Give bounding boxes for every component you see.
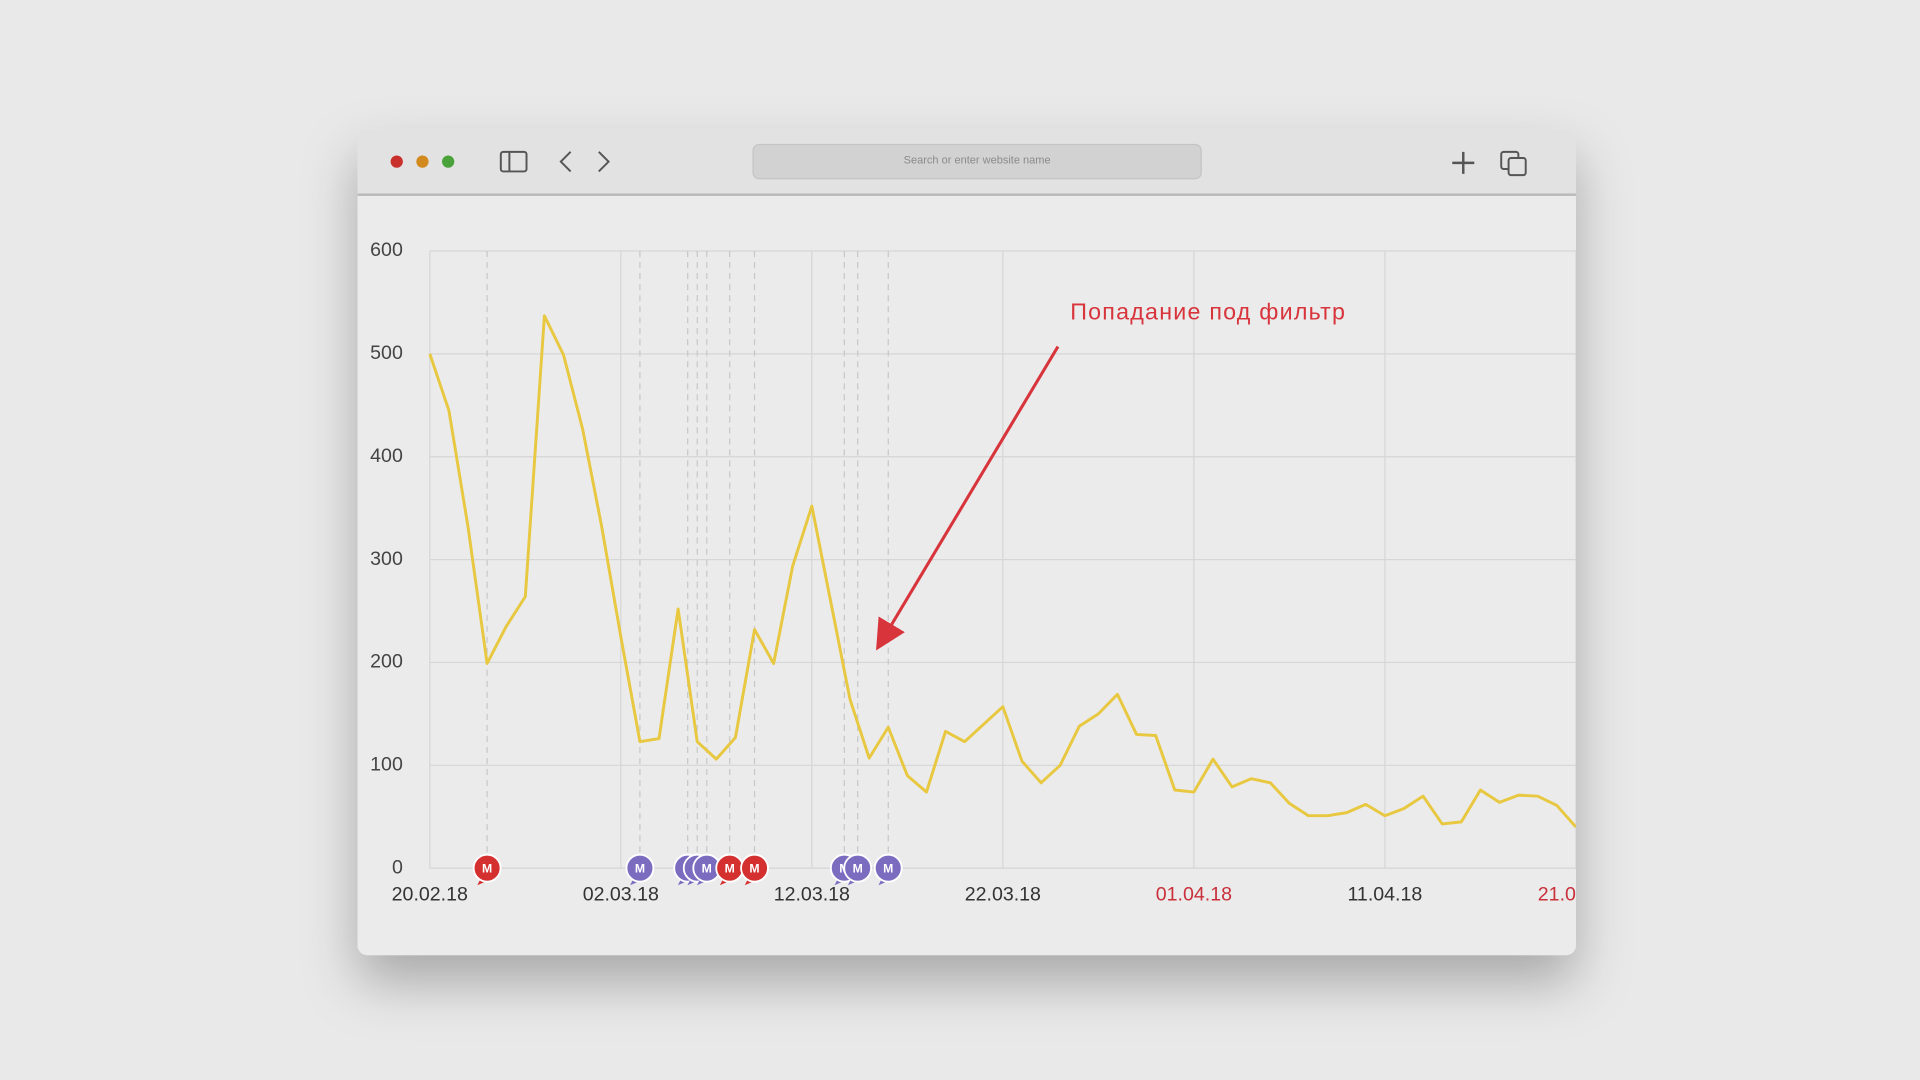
event-marker [873, 853, 903, 883]
event-marker [472, 853, 502, 883]
new-tab-button[interactable] [1452, 151, 1475, 174]
tabs-button-front [1507, 156, 1527, 177]
y-tick-label: 500 [370, 342, 403, 364]
y-tick-label: 300 [370, 548, 403, 570]
annotation-arrow [876, 345, 1060, 651]
event-marker [843, 853, 873, 883]
x-tick-label: 22.03.18 [965, 883, 1041, 905]
x-tick-label: 02.03.18 [583, 883, 659, 905]
back-button[interactable] [559, 151, 572, 173]
annotation: Попадание под фильтр [1070, 299, 1346, 325]
series-line [428, 314, 1576, 828]
y-tick-label: 100 [370, 753, 403, 775]
browser-window [357, 128, 1576, 956]
y-tick-label: 200 [370, 651, 403, 673]
address-bar[interactable] [752, 143, 1202, 180]
close-button[interactable] [390, 155, 403, 168]
event-label: М [883, 862, 893, 876]
y-tick-label: 400 [370, 445, 403, 467]
event-label: М [635, 862, 645, 876]
x-tick-label: 01.04.18 [1156, 883, 1232, 905]
event-label: М [725, 862, 735, 876]
event-label: М [749, 862, 759, 876]
y-tick-label: 600 [370, 239, 403, 261]
event-label: М [853, 862, 863, 876]
y-tick-label: 0 [392, 856, 403, 878]
x-tick-label: 20.02.18 [392, 883, 468, 905]
forward-button[interactable] [598, 151, 610, 173]
x-tick-label: 11.04.18 [1348, 883, 1423, 905]
event-label: М [702, 862, 712, 876]
x-tick-label: 12.03.18 [774, 883, 850, 905]
event-marker [740, 853, 769, 883]
maximize-button[interactable] [442, 155, 455, 168]
event-marker [625, 853, 655, 883]
minimize-button[interactable] [416, 155, 429, 168]
sidebar-button[interactable] [499, 150, 528, 173]
event-label: М [482, 862, 492, 876]
x-tick-label: 21.04.18 [1538, 883, 1614, 905]
address-placeholder: Search or enter website name [904, 154, 1051, 166]
